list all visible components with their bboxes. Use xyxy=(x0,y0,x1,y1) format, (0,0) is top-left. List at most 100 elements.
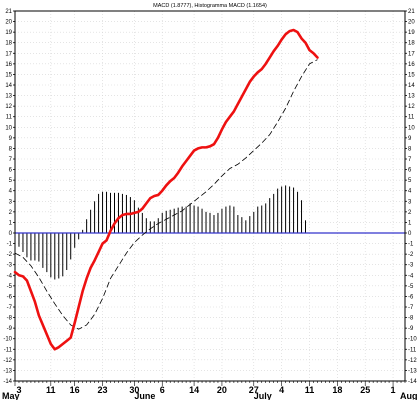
x-month-label: Aug xyxy=(400,391,418,400)
x-tick-label: 1 xyxy=(391,385,396,395)
y-tick-label: 6 xyxy=(9,168,13,174)
y-tick-label: 10 xyxy=(408,125,415,131)
y-tick-label: -9 xyxy=(7,326,13,332)
y-tick-label: -8 xyxy=(408,316,414,322)
y-tick-label: 12 xyxy=(5,104,12,110)
y-tick-label: -2 xyxy=(7,252,13,258)
y-tick-label: 2 xyxy=(9,210,13,216)
y-tick-label: -7 xyxy=(7,305,13,311)
y-tick-label: 1 xyxy=(9,220,13,226)
macd-line-red xyxy=(13,28,319,351)
x-month-label: July xyxy=(254,391,272,400)
y-tick-label: -1 xyxy=(408,242,414,248)
y-tick-label: 2 xyxy=(408,210,412,216)
y-tick-label: -14 xyxy=(408,379,417,385)
y-tick-label: -7 xyxy=(408,305,414,311)
y-tick-label: 0 xyxy=(9,231,13,237)
y-tick-label: -13 xyxy=(408,368,417,374)
x-tick-label: 25 xyxy=(360,385,370,395)
x-tick-label: 6 xyxy=(160,385,165,395)
y-tick-label: 18 xyxy=(408,41,415,47)
y-tick-label: 16 xyxy=(5,62,12,68)
y-tick-label: -10 xyxy=(3,337,12,343)
y-tick-label: 16 xyxy=(408,62,415,68)
y-tick-label: -6 xyxy=(408,294,414,300)
y-tick-label: -10 xyxy=(408,337,417,343)
y-tick-label: -5 xyxy=(7,284,13,290)
histogram-bars xyxy=(18,185,307,280)
y-tick-label: -12 xyxy=(408,358,417,364)
x-tick-label: 3 xyxy=(16,385,21,395)
y-tick-label: 14 xyxy=(408,83,415,89)
x-tick-label: 4 xyxy=(279,385,284,395)
y-tick-label: 8 xyxy=(408,146,412,152)
y-tick-label: 11 xyxy=(6,115,13,121)
y-tick-label: -6 xyxy=(7,294,13,300)
y-tick-label: -12 xyxy=(3,358,12,364)
y-tick-label: -8 xyxy=(7,316,13,322)
y-tick-label: 7 xyxy=(9,157,13,163)
x-tick-label: 11 xyxy=(305,385,315,395)
y-tick-label: -11 xyxy=(4,347,13,353)
y-tick-label: -13 xyxy=(3,368,12,374)
y-tick-label: 18 xyxy=(5,41,12,47)
y-tick-label: 17 xyxy=(408,51,415,57)
y-axis-left-ticks: 2120191817161514131211109876543210-1-2-3… xyxy=(3,9,12,385)
x-month-label: June xyxy=(134,391,155,400)
y-tick-label: 20 xyxy=(408,20,415,26)
y-tick-label: -11 xyxy=(408,347,417,353)
x-tick-label: 11 xyxy=(46,385,56,395)
chart-axes xyxy=(13,10,407,386)
y-tick-label: 17 xyxy=(5,51,12,57)
y-tick-label: 12 xyxy=(408,104,415,110)
y-tick-label: 5 xyxy=(9,178,13,184)
y-tick-label: -3 xyxy=(408,263,414,269)
chart-title: MACD (1.8777), Histogramma MACD (1.1654) xyxy=(153,3,267,9)
y-tick-label: 11 xyxy=(408,115,415,121)
x-axis-month-labels: May June July Aug xyxy=(2,391,418,400)
y-tick-label: 20 xyxy=(5,20,12,26)
y-tick-label: 19 xyxy=(408,30,415,36)
y-tick-label: 13 xyxy=(408,94,415,100)
x-tick-label: 20 xyxy=(217,385,227,395)
y-tick-label: -5 xyxy=(408,284,414,290)
y-tick-label: 9 xyxy=(9,136,13,142)
y-tick-label: -4 xyxy=(408,273,414,279)
x-tick-label: 30 xyxy=(129,385,139,395)
y-tick-label: 3 xyxy=(9,199,13,205)
y-tick-label: 14 xyxy=(5,83,12,89)
y-tick-label: 0 xyxy=(408,231,412,237)
y-axis-right-ticks: 2120191817161514131211109876543210-1-2-3… xyxy=(408,9,417,385)
x-tick-label: 27 xyxy=(249,385,259,395)
y-tick-label: 6 xyxy=(408,168,412,174)
x-tick-label: 16 xyxy=(70,385,80,395)
y-tick-label: 7 xyxy=(408,157,412,163)
y-tick-label: 21 xyxy=(5,9,12,15)
y-tick-label: -9 xyxy=(408,326,414,332)
y-tick-label: -14 xyxy=(3,379,12,385)
y-tick-label: 1 xyxy=(408,220,412,226)
y-tick-label: -3 xyxy=(7,263,13,269)
y-tick-label: 3 xyxy=(408,199,412,205)
y-tick-label: 10 xyxy=(5,125,12,131)
y-tick-label: 19 xyxy=(5,30,12,36)
y-tick-label: -1 xyxy=(7,242,13,248)
y-tick-label: 13 xyxy=(5,94,12,100)
y-tick-label: 15 xyxy=(5,72,12,78)
x-tick-label: 14 xyxy=(189,385,199,395)
y-tick-label: 15 xyxy=(408,72,415,78)
y-tick-label: 5 xyxy=(408,178,412,184)
y-tick-label: -4 xyxy=(7,273,13,279)
y-tick-label: -2 xyxy=(408,252,414,258)
x-tick-label: 23 xyxy=(98,385,108,395)
y-tick-label: 9 xyxy=(408,136,412,142)
y-tick-label: 21 xyxy=(408,9,415,15)
x-month-label: May xyxy=(2,391,20,400)
y-tick-label: 8 xyxy=(9,146,13,152)
x-tick-label: 18 xyxy=(332,385,342,395)
signal-line-dashed xyxy=(14,59,318,330)
y-tick-label: 4 xyxy=(9,189,13,195)
x-axis-day-ticks: 3 11 16 23 30 6 14 20 27 4 11 18 25 1 xyxy=(16,385,395,395)
y-tick-label: 4 xyxy=(408,189,412,195)
